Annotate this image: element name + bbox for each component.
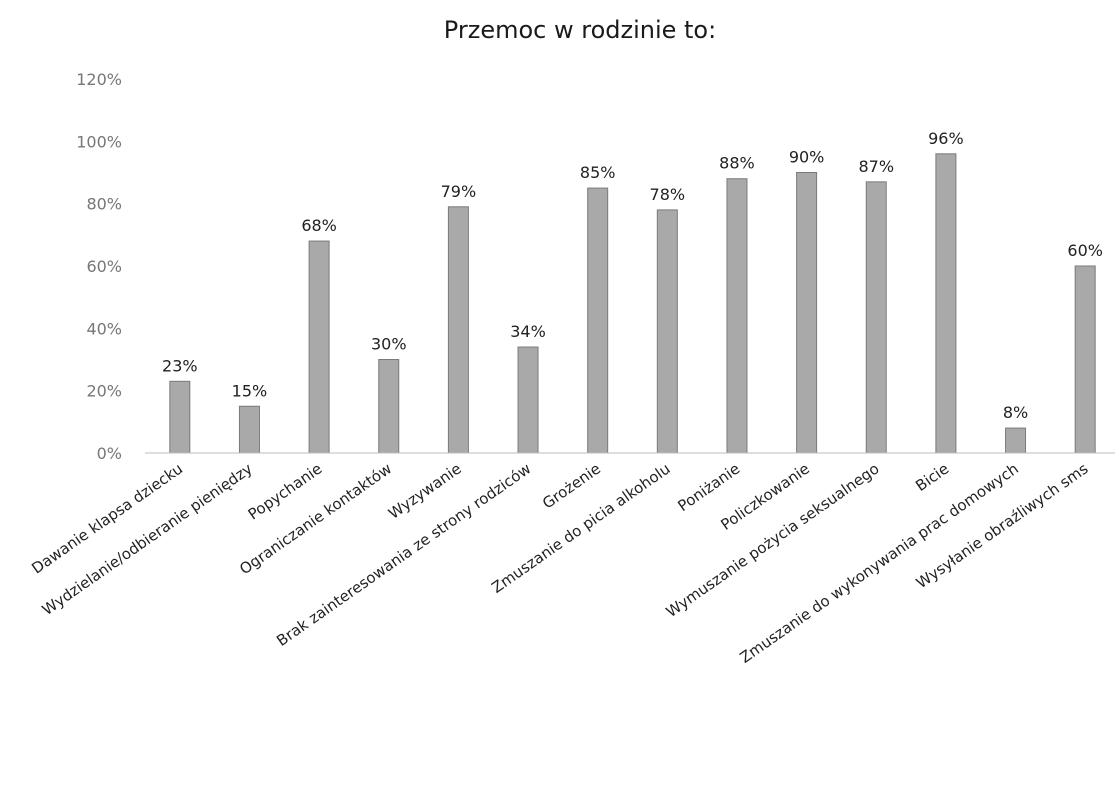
data-label: 30%: [371, 335, 407, 354]
bar: [308, 240, 330, 454]
bar: [935, 153, 957, 454]
bar: [865, 181, 887, 454]
bar: [796, 172, 818, 454]
data-label: 79%: [441, 182, 477, 201]
data-label: 60%: [1067, 241, 1103, 260]
data-label: 88%: [719, 154, 755, 173]
bar: [378, 359, 400, 454]
data-label: 8%: [1003, 403, 1028, 422]
y-tick-label: 40%: [86, 319, 122, 338]
x-tick-label: Bicie: [912, 460, 952, 495]
data-labels-group: 23% 15% 68% 30% 79% 34% 85% 78% 88% 90% 87% 96% 8% 60…: [162, 129, 1103, 422]
y-tick-label: 80%: [86, 195, 122, 214]
bar: [587, 187, 609, 454]
data-label: 85%: [580, 163, 616, 182]
bar: [726, 178, 748, 454]
x-axis: Dawanie klapsa dzieckuWydzielanie/odbier…: [28, 452, 1115, 667]
x-tick-label: Grożenie: [539, 460, 604, 513]
data-label: 68%: [301, 216, 337, 235]
data-label: 15%: [232, 381, 268, 400]
bar: [447, 206, 469, 454]
y-tick-label: 0%: [97, 444, 122, 463]
y-tick-label: 120%: [76, 70, 122, 89]
y-tick-label: 100%: [76, 132, 122, 151]
chart-title: Przemoc w rodzinie to:: [444, 16, 716, 44]
data-label: 90%: [789, 148, 825, 167]
bars-group: [169, 153, 1096, 454]
bar: [238, 405, 260, 454]
data-label: 87%: [858, 157, 894, 176]
y-tick-label: 60%: [86, 257, 122, 276]
x-tick-label: Poniżanie: [674, 460, 743, 516]
bar: [656, 209, 678, 454]
data-label: 23%: [162, 356, 198, 375]
x-tick-label: Brak zainteresowania ze strony rodziców: [273, 460, 534, 650]
bar: [517, 346, 539, 454]
data-label: 78%: [650, 185, 686, 204]
bar: [169, 380, 191, 454]
y-axis: 0% 20% 40% 60% 80% 100% 120%: [76, 70, 122, 463]
data-label: 34%: [510, 322, 546, 341]
data-label: 96%: [928, 129, 964, 148]
bar: [1005, 427, 1027, 454]
y-tick-label: 20%: [86, 382, 122, 401]
bar: [1074, 265, 1096, 454]
